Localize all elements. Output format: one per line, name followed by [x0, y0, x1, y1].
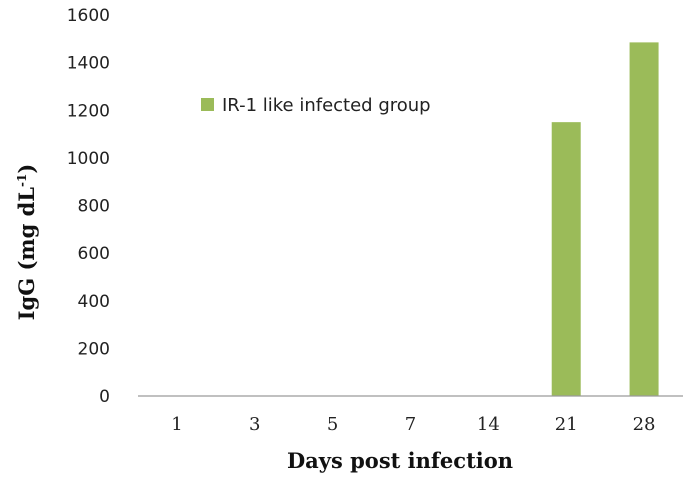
y-axis-ticks: 0 200 400 600 800 1000 1200 1400 1600 — [67, 6, 110, 407]
x-tick-label: 28 — [633, 414, 656, 435]
y-axis-title-close: ) — [14, 164, 39, 174]
x-tick-label: 14 — [477, 414, 500, 435]
y-tick-label: 600 — [78, 244, 110, 264]
legend: IR-1 like infected group — [201, 95, 431, 116]
y-tick-label: 1200 — [67, 101, 110, 121]
x-tick-label: 7 — [405, 414, 416, 435]
y-tick-label: 200 — [78, 339, 110, 359]
x-axis-ticks: 1 3 5 7 14 21 28 — [171, 414, 655, 435]
x-tick-label: 21 — [555, 414, 578, 435]
y-tick-label: 400 — [78, 292, 110, 312]
legend-swatch — [201, 98, 214, 111]
bar — [551, 122, 581, 396]
x-tick-label: 5 — [327, 414, 338, 435]
y-axis-title-main: IgG (mg dL — [14, 187, 39, 321]
y-tick-label: 0 — [99, 387, 110, 407]
x-tick-label: 1 — [171, 414, 182, 435]
y-axis-title: IgG (mg dL-1) — [14, 164, 39, 321]
y-axis-title-superscript: -1 — [15, 174, 29, 187]
bar — [629, 42, 659, 397]
y-tick-label: 1000 — [67, 149, 110, 169]
bars — [551, 42, 659, 397]
x-axis-title: Days post infection — [287, 448, 513, 473]
x-tick-label: 3 — [249, 414, 260, 435]
y-tick-label: 1400 — [67, 54, 110, 74]
y-tick-label: 1600 — [67, 6, 110, 26]
legend-label: IR-1 like infected group — [222, 95, 431, 116]
y-tick-label: 800 — [78, 197, 110, 217]
